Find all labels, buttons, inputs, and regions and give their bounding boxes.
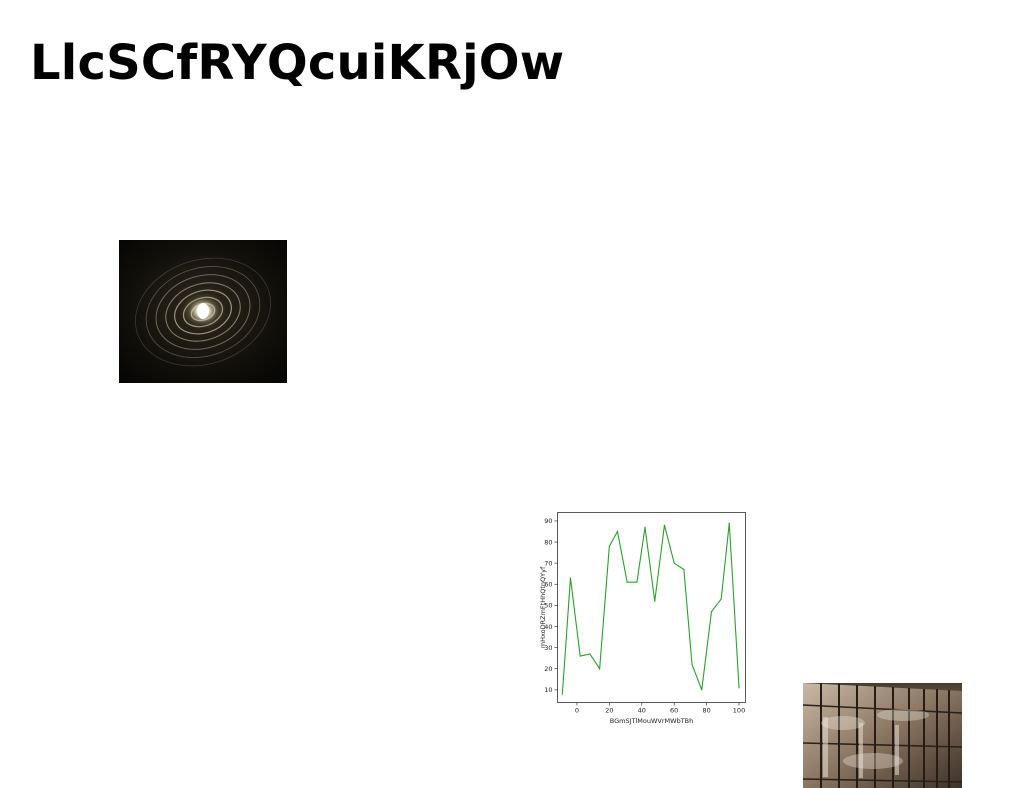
glass-building-photo <box>803 683 962 788</box>
data-point <box>569 577 572 579</box>
y-tick-label: 80 <box>544 538 552 546</box>
data-point <box>636 581 638 583</box>
data-point <box>589 653 591 655</box>
y-axis-label: mHxoDRZmFtHhQtnQYyf <box>539 566 547 648</box>
data-point <box>654 600 656 602</box>
x-tick-label: 40 <box>638 707 646 715</box>
x-tick-label: 0 <box>575 707 579 715</box>
y-tick-label: 10 <box>544 686 552 694</box>
series-line <box>561 523 740 695</box>
data-point <box>728 522 730 524</box>
y-tick-label: 70 <box>544 559 552 567</box>
data-point <box>608 545 610 547</box>
data-point <box>683 568 685 571</box>
page-title: LlcSCfRYQcuiKRjOw <box>30 35 565 91</box>
x-axis-label: BGmSJTlMouWVrMWbTBh <box>610 717 694 725</box>
data-point <box>701 689 703 691</box>
data-point <box>626 581 628 583</box>
x-tick-label: 60 <box>670 707 678 715</box>
data-point <box>738 687 740 689</box>
data-point <box>616 530 619 533</box>
y-tick-label: 30 <box>544 644 552 652</box>
line-chart: 0 20 40 60 80 100 10 20 30 40 50 60 70 80 90 BGmSJTlM… <box>530 505 760 730</box>
x-tick-label: 100 <box>733 707 745 715</box>
data-point <box>710 611 713 613</box>
y-tick-label: 40 <box>544 623 552 631</box>
x-tick-label: 80 <box>702 707 710 715</box>
data-point <box>673 562 675 564</box>
y-tick-label: 20 <box>544 665 552 673</box>
data-point <box>691 663 693 666</box>
y-tick-label: 60 <box>544 581 552 589</box>
data-point <box>561 693 563 695</box>
data-point <box>599 668 601 670</box>
data-point <box>644 526 646 528</box>
x-tick-label: 20 <box>605 707 613 715</box>
data-point <box>579 655 581 657</box>
plot-frame <box>557 512 746 703</box>
data-point <box>663 524 666 526</box>
spiral-light-photo <box>119 240 287 383</box>
data-point <box>720 598 722 600</box>
y-tick-label: 50 <box>544 602 552 610</box>
y-tick-label: 90 <box>544 517 552 525</box>
